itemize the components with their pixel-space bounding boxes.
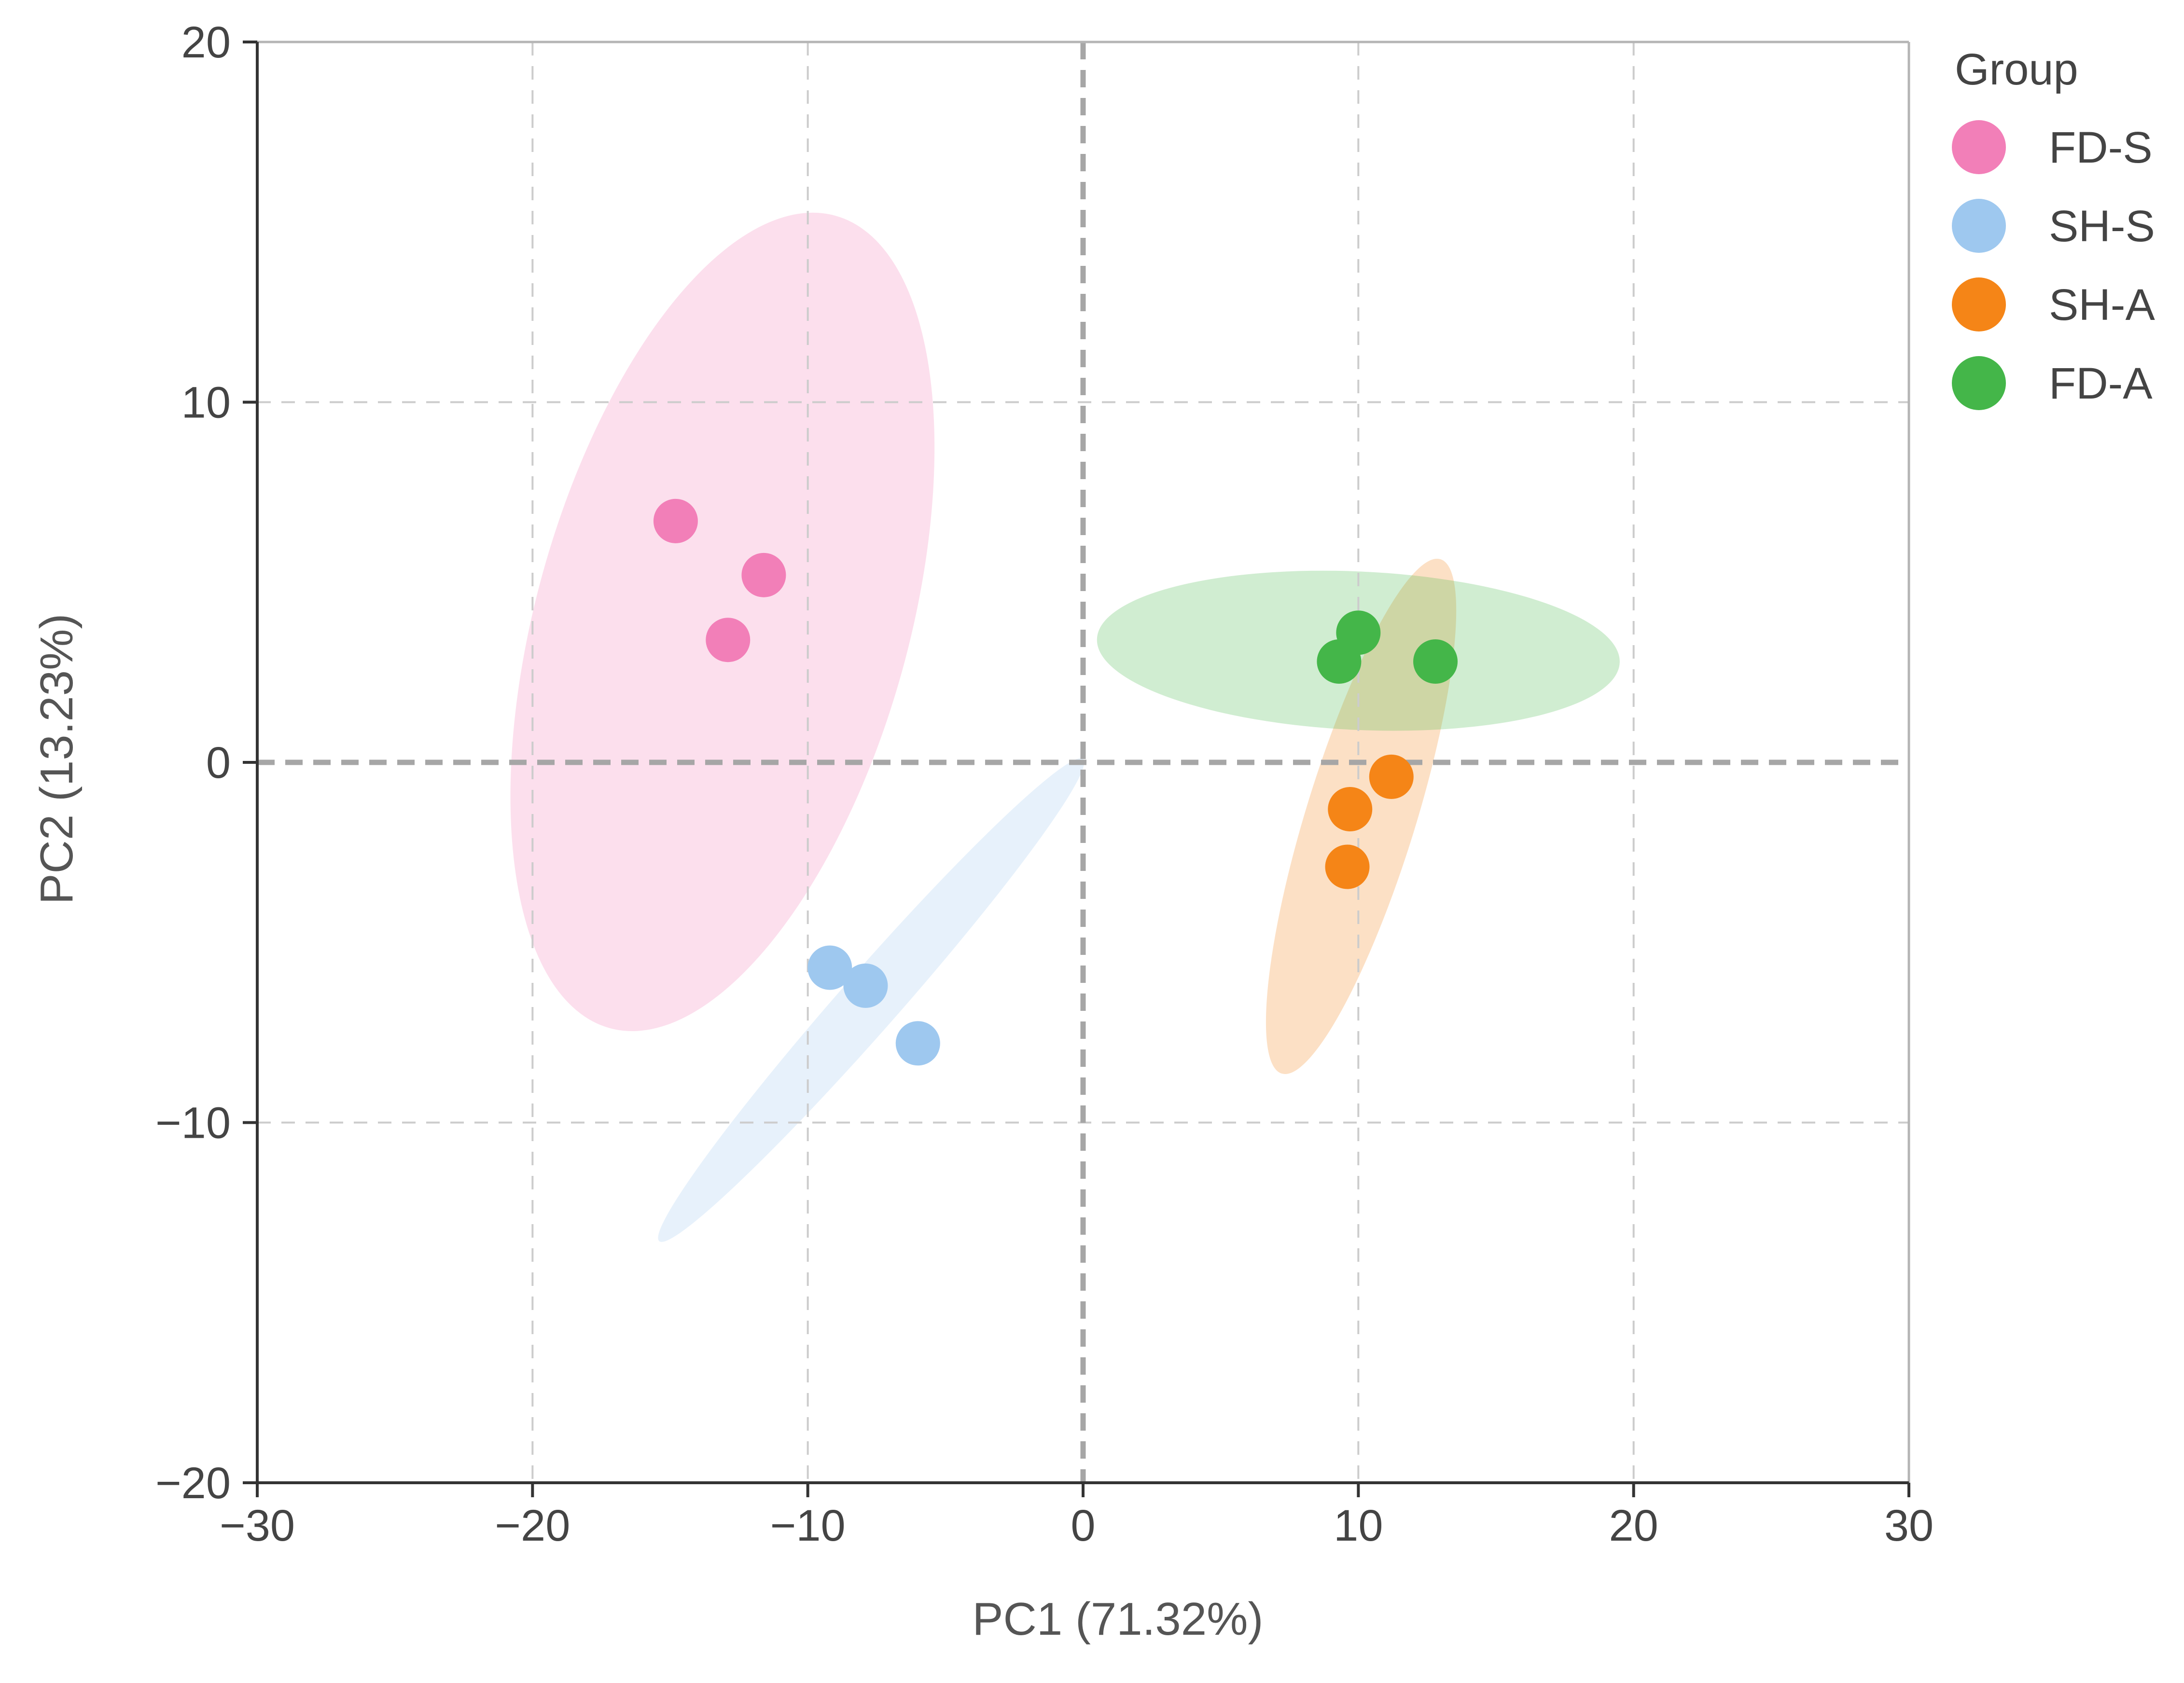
legend-label-sh-a: SH-A (2049, 280, 2155, 330)
y-axis-title: PC2 (13.23%) (31, 614, 83, 905)
legend: Group FD-S SH-S SH-A FD-A (1952, 45, 2155, 410)
y-tick-label: −20 (155, 1459, 231, 1508)
point-sh-s (895, 1021, 940, 1066)
point-fd-a (1317, 639, 1362, 684)
zero-reference-lines (257, 42, 1909, 1483)
plot-frame (257, 41, 1910, 1483)
legend-label-fd-a: FD-A (2049, 359, 2153, 408)
point-sh-s (807, 945, 852, 990)
point-fd-a (1413, 639, 1458, 684)
y-tick-label: 10 (181, 378, 231, 428)
legend-swatch-fd-a (1952, 356, 2006, 410)
legend-label-fd-s: FD-S (2049, 123, 2153, 172)
legend-swatch-sh-s (1952, 199, 2006, 253)
legend-title: Group (1955, 45, 2078, 94)
data-points (653, 498, 1458, 1066)
x-axis-title: PC1 (71.32%) (973, 1593, 1264, 1645)
y-tick-label: 0 (206, 738, 231, 787)
x-tick-label: 10 (1334, 1501, 1383, 1550)
point-fd-s (706, 618, 751, 662)
point-sh-a (1328, 787, 1373, 832)
point-sh-a (1325, 844, 1370, 889)
y-tick-label: 20 (181, 18, 231, 67)
x-tick-label: −30 (220, 1501, 295, 1550)
x-tick-label: −20 (495, 1501, 570, 1550)
y-tick-label: −10 (155, 1099, 231, 1148)
x-tick-label: 30 (1884, 1501, 1934, 1550)
legend-swatch-sh-a (1952, 277, 2006, 331)
x-tick-label: −10 (770, 1501, 846, 1550)
point-sh-a (1369, 754, 1414, 799)
point-fd-s (741, 552, 786, 597)
x-tick-label: 20 (1609, 1501, 1658, 1550)
legend-swatch-fd-s (1952, 120, 2006, 174)
point-fd-s (653, 498, 698, 543)
legend-label-sh-s: SH-S (2049, 202, 2155, 251)
point-sh-s (843, 963, 888, 1008)
x-tick-label: 0 (1071, 1501, 1095, 1550)
